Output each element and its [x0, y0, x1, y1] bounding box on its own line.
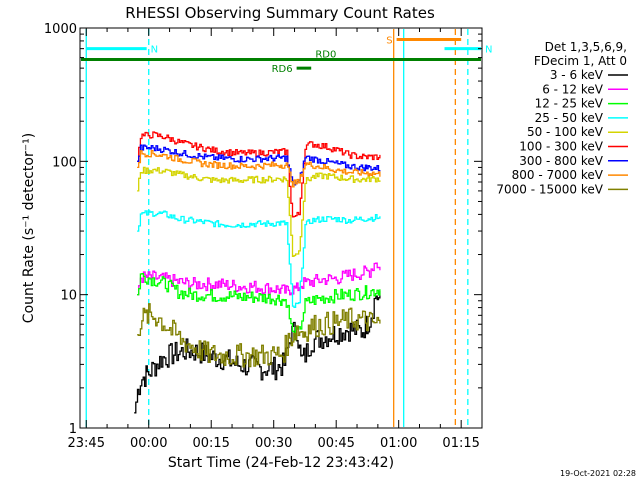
x-tick-label: 00:30	[255, 436, 292, 451]
legend-entry-label: 300 - 800 keV	[519, 154, 603, 168]
x-tick-label: 01:15	[442, 436, 479, 451]
legend-entry-label: 25 - 50 keV	[535, 111, 604, 125]
series-line	[137, 210, 381, 309]
series-line	[137, 272, 381, 341]
vertical-markers	[85, 29, 469, 427]
x-tick-label: 00:15	[192, 436, 229, 451]
legend-entry-label: 100 - 300 keV	[519, 140, 603, 154]
series-line	[137, 262, 381, 296]
x-axis-label: Start Time (24-Feb-12 23:43:42)	[168, 455, 394, 471]
x-tick-label: 00:45	[317, 436, 354, 451]
y-axis-label: Count Rate (s⁻¹ detector⁻¹)	[21, 133, 37, 323]
legend-entry-label: 800 - 7000 keV	[512, 168, 604, 182]
annotation-layer: N N RD0 RD6 S	[81, 35, 492, 75]
y-tick-label: 1	[69, 422, 77, 437]
series-line	[137, 149, 381, 188]
series-line	[137, 166, 381, 257]
legend: Det 1,3,5,6,9,FDecim 1, Att 03 - 6 keV6 …	[496, 40, 628, 196]
series-line	[137, 131, 381, 218]
chart-title: RHESSI Observing Summary Count Rates	[125, 4, 435, 22]
x-tick-label: 01:00	[380, 436, 417, 451]
legend-header-line: FDecim 1, Att 0	[534, 54, 627, 68]
legend-header-line: Det 1,3,5,6,9,	[545, 40, 627, 54]
y-axis: 1 10 100 1000	[44, 22, 482, 437]
legend-entry-label: 7000 - 15000 keV	[496, 182, 603, 196]
y-tick-label: 100	[52, 155, 77, 170]
footer-timestamp: 19-Oct-2021 02:28	[560, 469, 636, 478]
annotation-label: RD0	[315, 50, 336, 61]
legend-entry-label: 6 - 12 keV	[542, 82, 604, 96]
y-tick-label: 10	[60, 289, 77, 304]
series-layer	[134, 131, 381, 414]
annotation-label: N	[485, 45, 492, 56]
plot-frame	[79, 27, 483, 429]
annotation-label: N	[151, 45, 158, 56]
legend-entry-label: 12 - 25 keV	[535, 97, 604, 111]
x-tick-label: 00:00	[130, 436, 167, 451]
series-line	[137, 303, 381, 368]
annotation-label: S	[386, 35, 392, 46]
x-tick-label: 23:45	[68, 436, 105, 451]
legend-entry-label: 3 - 6 keV	[550, 68, 604, 82]
y-tick-label: 1000	[44, 22, 77, 37]
x-axis: 23:45 00:00 00:15 00:30 00:45 01:00 01:15	[68, 28, 480, 451]
legend-entry-label: 50 - 100 keV	[527, 125, 604, 139]
annotation-label: RD6	[272, 64, 293, 75]
